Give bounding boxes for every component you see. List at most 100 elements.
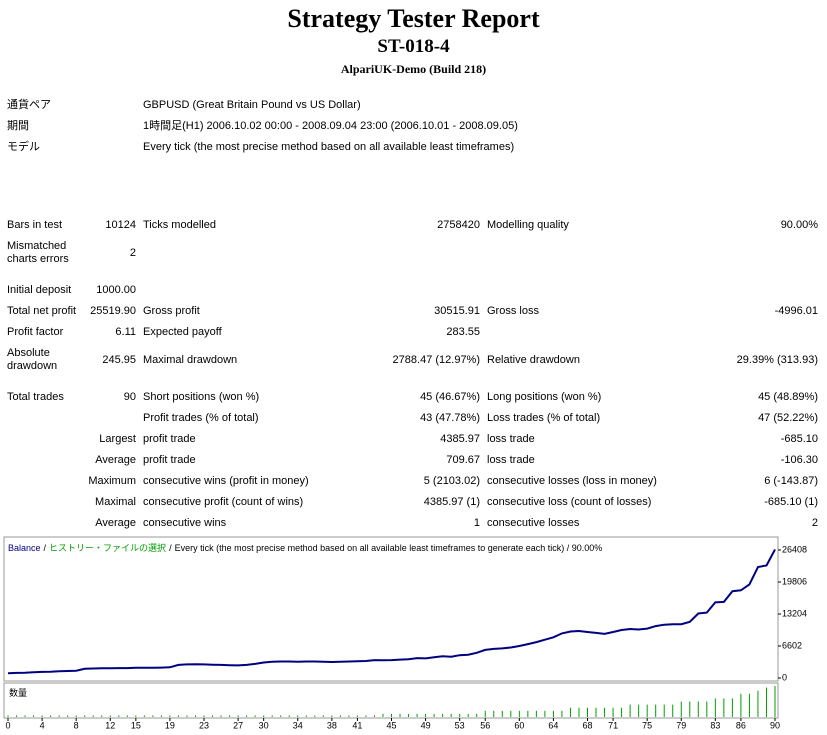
stat-label: Mismatched charts errors [7, 240, 69, 265]
x-tick-label: 90 [770, 720, 780, 730]
stat-value: 30515.91 [434, 304, 480, 317]
stat-value: 283.55 [446, 325, 480, 338]
stat-label: Expected payoff [143, 325, 222, 338]
stat-value: 25519.90 [90, 304, 136, 317]
stat-label: consecutive wins (profit in money) [143, 474, 309, 487]
chart-caption: Balance / ヒストリー・ファイルの選択 / Every tick (the mo… [8, 541, 605, 554]
stat-value: 2788.47 (12.97%) [392, 353, 480, 366]
stat-label: Absolute drawdown [7, 347, 58, 372]
stat-label: Gross profit [143, 304, 200, 317]
y-tick-label: 19806 [782, 576, 807, 586]
stat-label: Profit trades (% of total) [143, 411, 259, 424]
stat-value: 2 [129, 246, 136, 259]
stat-value: Average [95, 453, 136, 466]
stat-label: Initial deposit [7, 283, 72, 296]
x-tick-label: 4 [40, 720, 45, 730]
x-tick-label: 34 [293, 720, 303, 730]
stat-value: 45 (46.67%) [420, 390, 480, 403]
x-tick-label: 68 [583, 720, 593, 730]
x-tick-label: 8 [74, 720, 79, 730]
server: AlpariUK-Demo (Build 218) [340, 62, 487, 76]
stat-value: Maximum [88, 474, 136, 487]
stat-label: consecutive losses (loss in money) [487, 474, 657, 487]
x-tick-label: 75 [642, 720, 652, 730]
stat-value: 4385.97 [440, 432, 480, 445]
stat-label: consecutive losses [487, 516, 580, 529]
stat-label: consecutive wins [143, 516, 227, 529]
separator: / [169, 543, 172, 553]
stat-label: Loss trades (% of total) [487, 411, 601, 424]
stat-label: Total net profit [7, 304, 77, 317]
caption: Every tick (the most precise method base… [174, 543, 603, 553]
info-label: 期間 [7, 119, 29, 132]
legend: Balance [8, 543, 41, 553]
stat-label: Relative drawdown [487, 353, 580, 366]
y-tick-label: 13204 [782, 608, 807, 618]
volume-label: 数量 [9, 688, 28, 698]
x-tick-label: 41 [352, 720, 362, 730]
x-tick-label: 38 [327, 720, 337, 730]
balance-panel [3, 536, 779, 682]
volume-panel [3, 682, 779, 719]
stat-value: 29.39% (313.93) [736, 353, 818, 366]
stat-value: 4385.97 (1) [423, 495, 480, 508]
stat-value: 709.67 [446, 453, 480, 466]
stat-label: profit trade [143, 453, 196, 466]
stat-label: Gross loss [487, 304, 539, 317]
stat-value: 245.95 [102, 353, 136, 366]
x-tick-label: 30 [259, 720, 269, 730]
stat-value: 6.11 [115, 325, 136, 338]
x-tick-label: 60 [514, 720, 524, 730]
x-tick-label: 71 [608, 720, 618, 730]
stat-label: Long positions (won %) [487, 390, 602, 403]
x-tick-label: 15 [131, 720, 141, 730]
stat-label: Modelling quality [487, 218, 569, 231]
x-tick-label: 23 [199, 720, 209, 730]
stat-value: -4996.01 [774, 304, 818, 317]
x-tick-label: 64 [548, 720, 558, 730]
x-tick-label: 83 [710, 720, 720, 730]
info-value: 1時間足(H1) 2006.10.02 00:00 - 2008.09.04 2… [143, 119, 518, 132]
x-tick-label: 79 [676, 720, 686, 730]
stat-label: loss trade [487, 432, 535, 445]
y-tick-label: 26408 [782, 544, 807, 554]
stat-value: 47 (52.22%) [758, 411, 818, 424]
stat-label: Short positions (won %) [143, 390, 260, 403]
stat-value: 1 [473, 516, 480, 529]
stat-value: 2758420 [437, 218, 480, 231]
stat-label: consecutive profit (count of wins) [143, 495, 304, 508]
stat-label: Profit factor [7, 325, 64, 338]
stat-value: 2 [811, 516, 818, 529]
y-tick-label: 6602 [782, 640, 802, 650]
separator: / [43, 543, 47, 553]
stat-label: Maximal drawdown [143, 353, 238, 366]
x-tick-label: 45 [386, 720, 396, 730]
info-label: モデル [7, 140, 40, 153]
stat-label: Total trades [7, 390, 64, 403]
info-value: GBPUSD (Great Britain Pound vs US Dollar… [143, 98, 361, 111]
stat-value: Average [95, 516, 136, 529]
stat-value: 5 (2103.02) [423, 474, 480, 487]
stat-value: 90 [123, 390, 136, 403]
history-label: ヒストリー・ファイルの選択 [49, 543, 167, 553]
stat-value: -685.10 (1) [764, 495, 818, 508]
stat-value: Largest [99, 432, 136, 445]
stat-label: loss trade [487, 453, 535, 466]
stat-value: 1000.00 [96, 283, 136, 296]
x-tick-label: 12 [105, 720, 115, 730]
y-tick-label: 0 [782, 672, 787, 682]
balance-line [7, 549, 776, 675]
stat-value: 6 (-143.87) [764, 474, 818, 487]
stat-label: Ticks modelled [143, 218, 216, 231]
x-tick-label: 86 [736, 720, 746, 730]
x-tick-label: 19 [165, 720, 175, 730]
stat-value: 10124 [105, 218, 136, 231]
stat-value: 45 (48.89%) [758, 390, 818, 403]
subtitle: ST-018-4 [377, 36, 450, 57]
stat-value: -106.30 [780, 453, 818, 466]
x-tick-label: 0 [5, 720, 10, 730]
stat-value: Maximal [95, 495, 136, 508]
x-tick-label: 53 [455, 720, 465, 730]
stat-label: Bars in test [7, 218, 63, 231]
